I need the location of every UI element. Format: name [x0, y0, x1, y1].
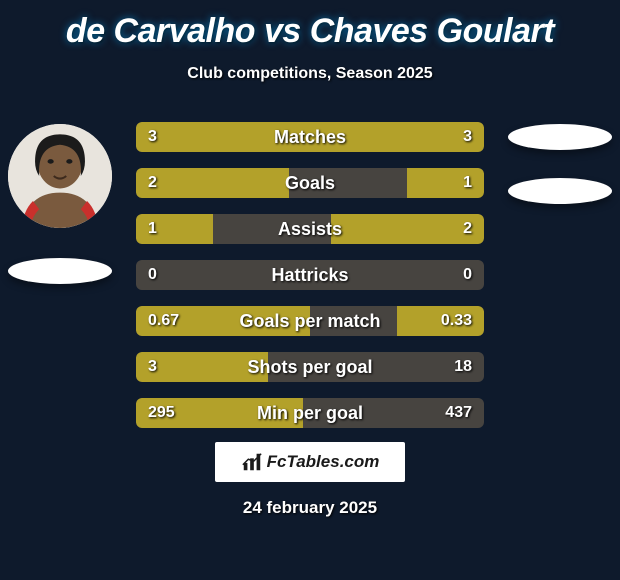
stat-value-left: 3: [148, 352, 157, 382]
stat-value-right: 437: [445, 398, 472, 428]
stat-value-right: 3: [463, 122, 472, 152]
stat-row: Assists1 2: [136, 214, 484, 244]
stat-value-right: 0.33: [441, 306, 472, 336]
stat-label: Assists: [136, 214, 484, 244]
stat-value-right: 18: [454, 352, 472, 382]
stats-bars: Matches33Goals21Assists12Hattricks00Goal…: [136, 122, 484, 444]
stat-value-right: 2: [463, 214, 472, 244]
stat-value-left: 1: [148, 214, 157, 244]
stat-label: Min per goal: [136, 398, 484, 428]
stat-label: Hattricks: [136, 260, 484, 290]
page-title: de Carvalho vs Chaves Goulart: [0, 0, 620, 51]
stat-value-right: 1: [463, 168, 472, 198]
stat-value-left: 295: [148, 398, 175, 428]
player-left-photo: [8, 124, 112, 228]
stat-row: Shots per goal3 18: [136, 352, 484, 382]
bar-chart-icon: [241, 451, 263, 473]
fctables-logo: FcTables.com: [215, 442, 405, 482]
stat-label: Matches: [136, 122, 484, 152]
stat-value-left: 0: [148, 260, 157, 290]
stat-row: Min per goal295 437: [136, 398, 484, 428]
comparison-card: de Carvalho vs Chaves Goulart Club compe…: [0, 0, 620, 580]
subtitle: Club competitions, Season 2025: [0, 65, 620, 83]
stat-row: Goals2 1: [136, 168, 484, 198]
stat-value-left: 3: [148, 122, 157, 152]
stat-row: Matches3 3: [136, 122, 484, 152]
stat-label: Shots per goal: [136, 352, 484, 382]
stat-row: Goals per match0.67 0.33: [136, 306, 484, 336]
date-label: 24 february 2025: [0, 498, 620, 518]
logo-text: FcTables.com: [267, 452, 380, 472]
stat-value-right: 0: [463, 260, 472, 290]
stat-row: Hattricks0 0: [136, 260, 484, 290]
player-right-placeholder-bottom: [508, 178, 612, 204]
player-right-placeholder-top: [508, 124, 612, 150]
stat-label: Goals: [136, 168, 484, 198]
stat-label: Goals per match: [136, 306, 484, 336]
stat-value-left: 0.67: [148, 306, 179, 336]
player-left-shadow: [8, 258, 112, 284]
stat-value-left: 2: [148, 168, 157, 198]
player-silhouette-icon: [8, 124, 112, 228]
